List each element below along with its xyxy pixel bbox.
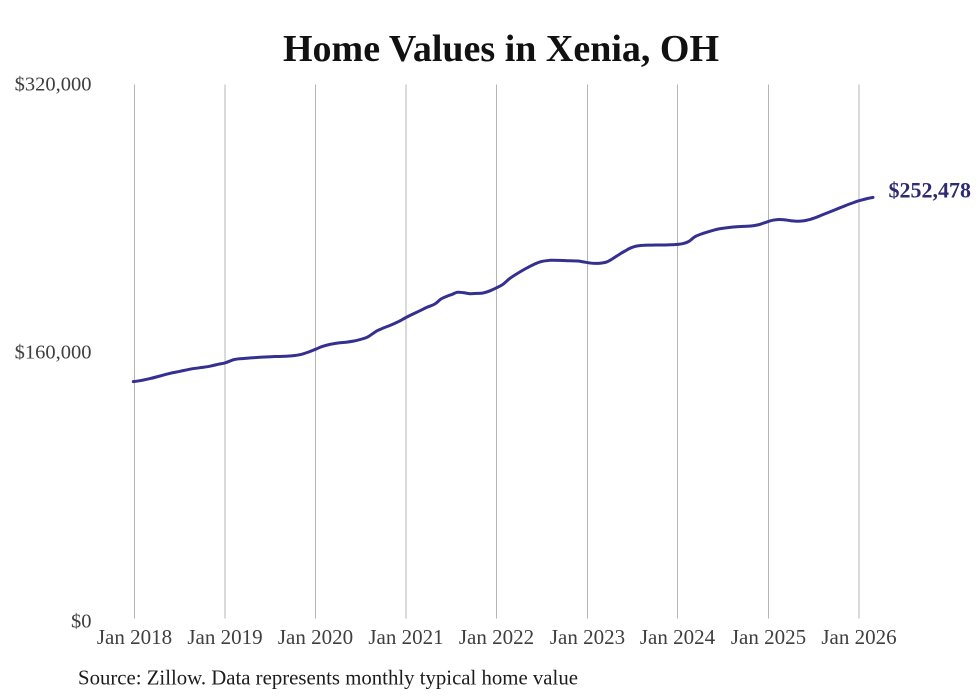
svg-text:$0: $0 xyxy=(71,610,92,632)
svg-text:Jan 2018: Jan 2018 xyxy=(97,625,172,649)
svg-text:$252,478: $252,478 xyxy=(889,178,972,203)
svg-text:Jan 2023: Jan 2023 xyxy=(550,625,625,649)
svg-text:Source: Zillow. Data represent: Source: Zillow. Data represents monthly … xyxy=(78,667,578,690)
svg-text:Jan 2025: Jan 2025 xyxy=(731,625,806,649)
svg-text:Jan 2026: Jan 2026 xyxy=(821,625,896,649)
svg-text:$160,000: $160,000 xyxy=(15,341,92,363)
svg-text:Jan 2022: Jan 2022 xyxy=(459,625,534,649)
svg-text:Jan 2024: Jan 2024 xyxy=(640,625,716,649)
svg-text:Jan 2021: Jan 2021 xyxy=(368,625,443,649)
svg-text:Jan 2020: Jan 2020 xyxy=(278,625,353,649)
svg-text:$320,000: $320,000 xyxy=(15,74,92,96)
svg-text:Home Values in Xenia, OH: Home Values in Xenia, OH xyxy=(283,28,719,70)
svg-text:Jan 2019: Jan 2019 xyxy=(187,625,262,649)
